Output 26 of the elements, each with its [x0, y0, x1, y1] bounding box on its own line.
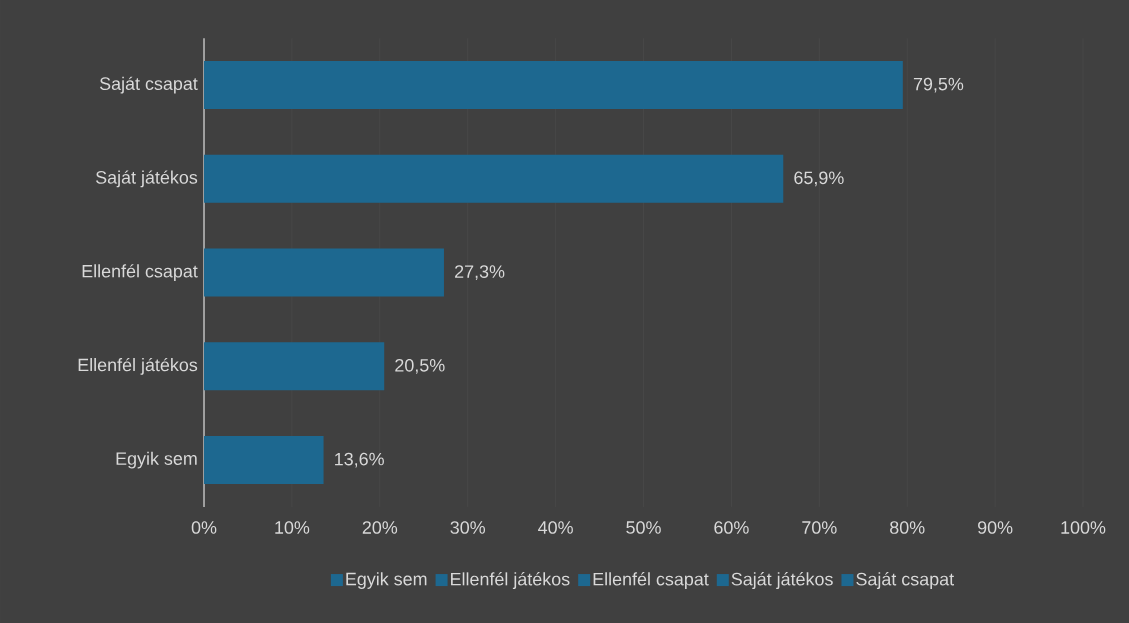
data-label: 13,6%: [335, 452, 384, 468]
legend-label: Ellenfél csapat: [593, 572, 709, 590]
x-tick-label: 40%: [538, 521, 573, 534]
x-tick-label: 60%: [714, 521, 749, 534]
data-label: 27,3%: [455, 265, 505, 281]
data-label: 20,5%: [395, 358, 445, 374]
y-tick-label: Saját játékos: [95, 170, 198, 188]
x-tick-label: 90%: [978, 521, 1013, 534]
y-tick-label: Saját csapat: [99, 76, 198, 94]
x-tick-label: 80%: [890, 521, 925, 534]
y-tick-label: Ellenfél csapat: [82, 264, 198, 282]
legend-label: Egyik sem: [346, 572, 427, 589]
y-tick-label: Ellenfél játékos: [78, 357, 198, 375]
x-tick-label: 70%: [802, 521, 837, 534]
y-tick-label: Egyik sem: [116, 451, 197, 469]
legend-label: Ellenfél játékos: [451, 572, 570, 590]
x-tick-label: 50%: [626, 521, 661, 534]
legend-label: Saját játékos: [731, 572, 833, 590]
x-tick-label: 100%: [1061, 521, 1106, 534]
x-tick-label: 30%: [450, 521, 486, 534]
data-label: 65,9%: [794, 171, 844, 187]
legend-label: Saját csapat: [856, 572, 954, 590]
x-tick-label: 20%: [362, 521, 398, 534]
data-label: 79,5%: [913, 77, 964, 93]
x-tick-label: 0%: [191, 521, 217, 534]
x-tick-label: 10%: [275, 521, 310, 534]
